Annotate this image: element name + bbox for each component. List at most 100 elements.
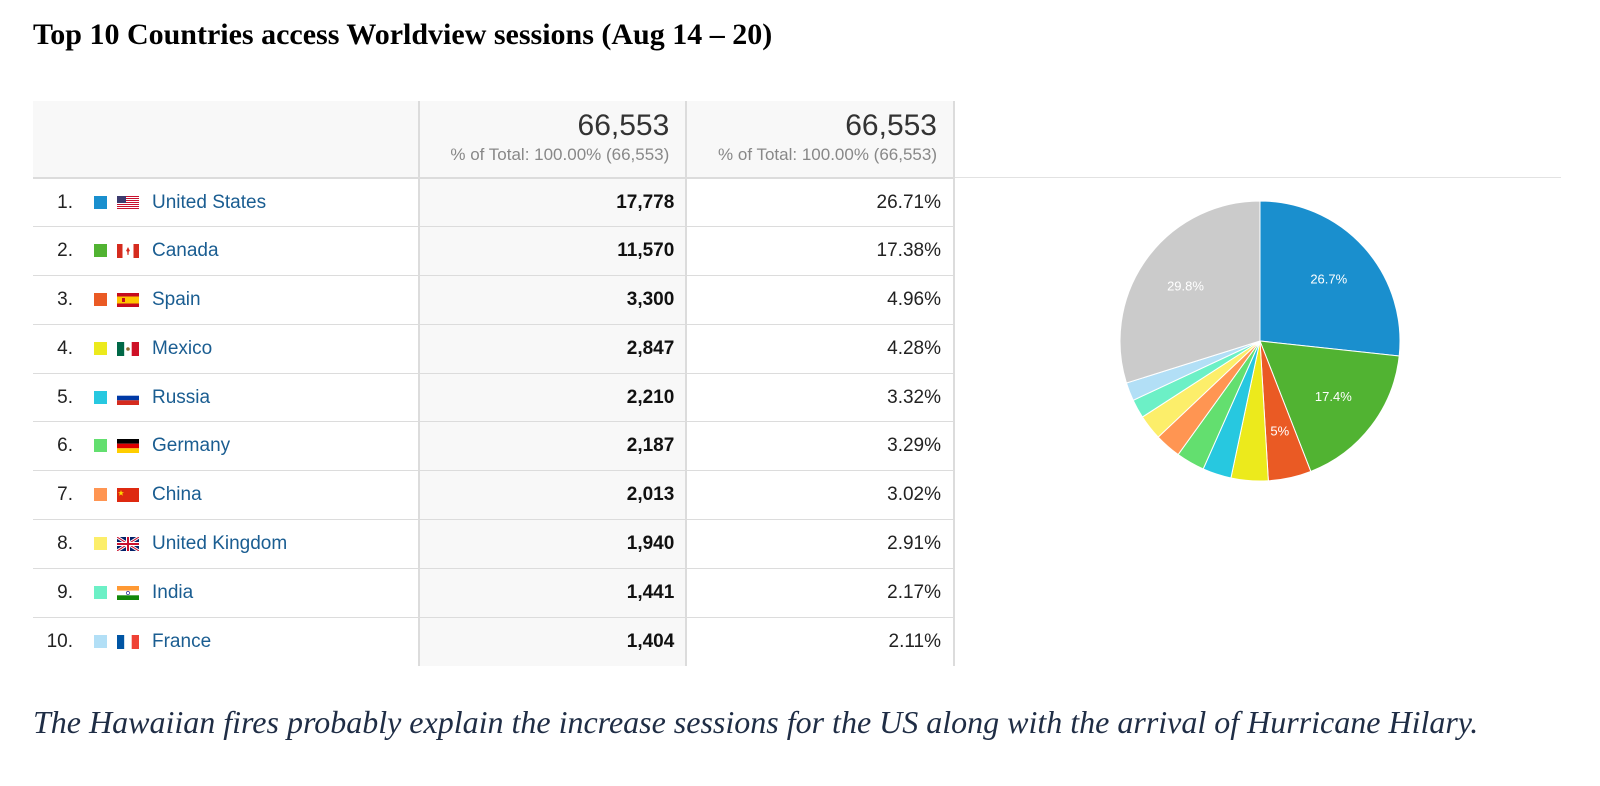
percent-cell: 2.11% <box>685 617 955 666</box>
country-link[interactable]: Russia <box>152 386 211 408</box>
country-link[interactable]: Germany <box>152 435 231 457</box>
country-link[interactable]: France <box>152 630 212 652</box>
table-row: 4. Mexico 2,847 4.28% <box>33 324 955 374</box>
table-row: 7. China 2,013 3.02% <box>33 470 955 520</box>
sessions-cell: 2,013 <box>417 470 687 520</box>
country-cell: 4. Mexico <box>33 324 419 373</box>
series-color-swatch <box>94 585 107 599</box>
country-cell: 9. India <box>33 568 419 617</box>
row-rank: 10. <box>46 630 73 652</box>
row-rank: 3. <box>57 288 73 310</box>
table-row: 2. Canada 11,570 17.38% <box>33 226 955 276</box>
country-cell: 7. China <box>33 471 419 520</box>
country-cell: 5. Russia <box>33 373 419 422</box>
country-link[interactable]: Mexico <box>152 337 213 359</box>
series-color-swatch <box>94 439 107 453</box>
country-cell: 3. Spain <box>33 276 419 325</box>
series-color-swatch <box>94 390 107 404</box>
table-row: 5. Russia 2,210 3.32% <box>33 373 955 422</box>
percent-column-header[interactable]: 66,553 % of Total: 100.00% (66,553) <box>685 101 955 178</box>
china-flag <box>117 486 141 503</box>
country-cell: 1. United States <box>33 178 419 227</box>
percent-total-sub: % of Total: 100.00% (66,553) <box>718 145 937 164</box>
sessions-pie-chart: 26.7% 17.4% 5% 29.8% <box>1119 200 1401 482</box>
country-link[interactable]: China <box>152 484 202 506</box>
france-flag <box>117 633 141 649</box>
sessions-cell: 11,570 <box>417 226 687 276</box>
percent-cell: 4.28% <box>685 324 955 374</box>
percent-cell: 26.71% <box>685 178 955 227</box>
sessions-total-sub: % of Total: 100.00% (66,553) <box>450 145 670 164</box>
pie-slice[interactable] <box>1259 200 1401 357</box>
spain-flag <box>117 291 141 307</box>
table-header-row: 66,553 % of Total: 100.00% (66,553) 66,5… <box>33 101 955 178</box>
mexico-flag <box>117 340 141 356</box>
country-cell: 8. United Kingdom <box>33 520 419 569</box>
page-title: Top 10 Countries access Worldview sessio… <box>33 18 773 51</box>
table-row: 9. India 1,441 2.17% <box>33 568 955 618</box>
pie-data-label: 29.8% <box>1167 278 1204 293</box>
table-row: 6. Germany 2,187 3.29% <box>33 421 955 471</box>
row-rank: 2. <box>57 240 73 262</box>
row-rank: 1. <box>57 191 73 213</box>
series-color-swatch <box>94 634 107 648</box>
table-row: 8. United Kingdom 1,940 2.91% <box>33 519 955 569</box>
series-color-swatch <box>94 244 107 258</box>
header-blank <box>33 101 419 178</box>
table-row: 1. United States 17,778 26.71% <box>33 178 955 227</box>
sessions-column-header[interactable]: 66,553 % of Total: 100.00% (66,553) <box>417 101 687 178</box>
percent-cell: 17.38% <box>685 226 955 276</box>
pie-data-label: 26.7% <box>1310 271 1347 286</box>
pie-data-label: 5% <box>1270 423 1289 438</box>
percent-cell: 2.91% <box>685 519 955 569</box>
row-rank: 7. <box>57 484 73 506</box>
sessions-cell: 1,404 <box>417 617 687 666</box>
series-color-swatch <box>94 341 107 355</box>
table-row: 3. Spain 3,300 4.96% <box>33 275 955 325</box>
table-row: 10. France 1,404 2.11% <box>33 617 955 666</box>
sessions-total: 66,553 <box>577 109 670 142</box>
row-rank: 5. <box>57 386 73 408</box>
russia-flag <box>117 389 141 405</box>
percent-cell: 3.29% <box>685 421 955 471</box>
sessions-cell: 1,441 <box>417 568 687 618</box>
series-color-swatch <box>94 195 107 209</box>
percent-cell: 3.32% <box>685 373 955 422</box>
pie-data-label: 17.4% <box>1315 389 1352 404</box>
country-link[interactable]: United States <box>152 191 267 213</box>
percent-cell: 3.02% <box>685 470 955 520</box>
caption: The Hawaiian fires probably explain the … <box>33 704 1479 740</box>
sessions-cell: 2,210 <box>417 373 687 422</box>
sessions-cell: 2,847 <box>417 324 687 374</box>
pie-slice[interactable] <box>1259 340 1400 473</box>
percent-total: 66,553 <box>845 109 937 142</box>
country-cell: 6. Germany <box>33 422 419 471</box>
country-link[interactable]: Spain <box>152 288 201 310</box>
country-link[interactable]: India <box>152 581 194 603</box>
sessions-cell: 1,940 <box>417 519 687 569</box>
series-color-swatch <box>94 292 107 306</box>
country-cell: 10. France <box>33 617 419 666</box>
series-color-swatch <box>94 536 107 550</box>
germany-flag <box>117 437 141 454</box>
series-color-swatch <box>94 488 107 502</box>
india-flag <box>117 584 141 600</box>
row-rank: 9. <box>57 581 73 603</box>
row-rank: 6. <box>57 435 73 457</box>
country-link[interactable]: Canada <box>152 240 219 262</box>
us-flag <box>117 194 141 210</box>
canada-flag <box>117 242 141 259</box>
pie-slice[interactable] <box>1119 200 1261 384</box>
percent-cell: 4.96% <box>685 275 955 325</box>
countries-table: 66,553 % of Total: 100.00% (66,553) 66,5… <box>33 101 955 666</box>
row-rank: 4. <box>57 337 73 359</box>
sessions-cell: 17,778 <box>417 178 687 227</box>
country-link[interactable]: United Kingdom <box>152 532 288 554</box>
percent-cell: 2.17% <box>685 568 955 618</box>
sessions-cell: 3,300 <box>417 275 687 325</box>
sessions-cell: 2,187 <box>417 421 687 471</box>
country-cell: 2. Canada <box>33 227 419 276</box>
uk-flag <box>116 535 141 553</box>
header-divider <box>955 177 1561 178</box>
row-rank: 8. <box>57 532 73 554</box>
